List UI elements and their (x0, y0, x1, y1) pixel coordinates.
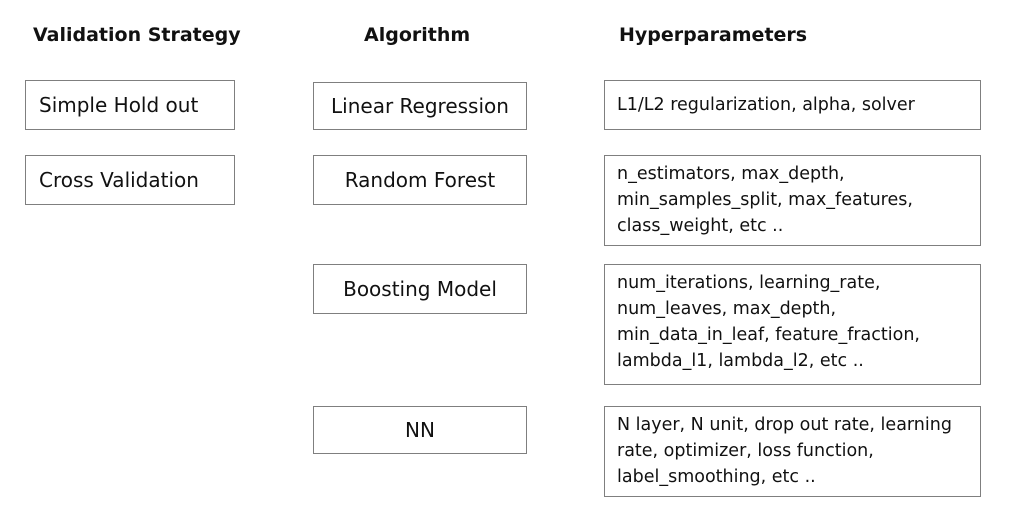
algorithm-nn-box: NN (313, 406, 527, 454)
validation-strategy-header: Validation Strategy (33, 24, 241, 46)
algorithm-linear-regression-box: Linear Regression (313, 82, 527, 130)
hyperparameters-header: Hyperparameters (619, 24, 808, 46)
algorithm-random-forest-box: Random Forest (313, 155, 527, 205)
hyperparameters-random-forest-box: n_estimators, max_depth, min_samples_spl… (604, 155, 981, 246)
hyperparameters-linear-regression-box: L1/L2 regularization, alpha, solver (604, 80, 981, 130)
validation-cross-validation-box: Cross Validation (25, 155, 235, 205)
validation-simple-hold-out-box: Simple Hold out (25, 80, 235, 130)
algorithm-boosting-model-box: Boosting Model (313, 264, 527, 314)
hyperparameters-nn-box: N layer, N unit, drop out rate, learning… (604, 406, 981, 497)
hyperparameters-boosting-model-box: num_iterations, learning_rate, num_leave… (604, 264, 981, 385)
algorithm-header: Algorithm (364, 24, 471, 46)
